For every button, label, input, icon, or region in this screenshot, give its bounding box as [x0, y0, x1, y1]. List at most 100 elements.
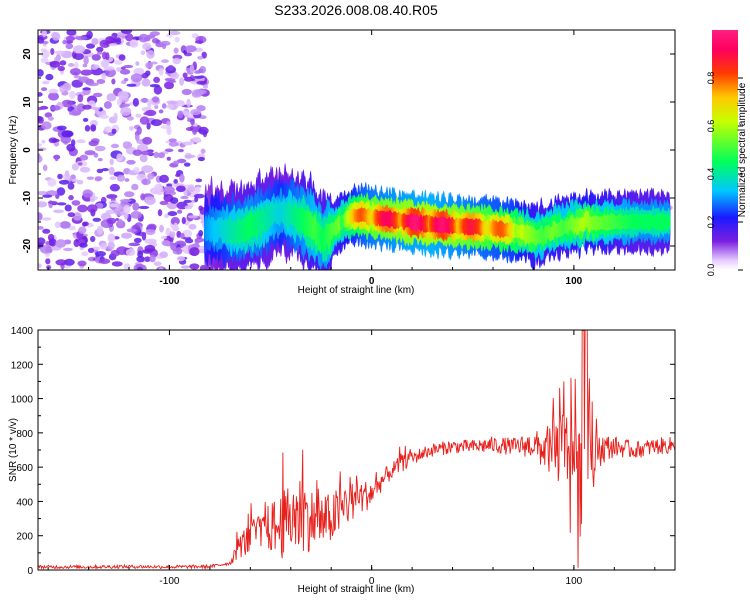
snr-ylabel: SNR (10 * v/v) [8, 418, 19, 482]
noise-speckle [116, 67, 121, 72]
noise-speckle [150, 119, 163, 127]
noise-speckle [120, 232, 133, 239]
noise-speckle [56, 202, 67, 206]
noise-speckle [107, 233, 116, 243]
noise-speckle [38, 155, 43, 163]
noise-speckle [99, 39, 111, 48]
colorbar-tick-label: 0.6 [706, 120, 716, 133]
noise-speckle [153, 261, 162, 267]
noise-speckle [102, 51, 107, 60]
noise-speckle [193, 75, 205, 79]
noise-speckle [109, 176, 117, 181]
noise-speckle [198, 230, 204, 237]
noise-speckle [86, 176, 95, 180]
noise-speckle [132, 149, 143, 156]
noise-speckle [135, 61, 140, 66]
noise-speckle [129, 125, 134, 131]
noise-speckle [61, 99, 73, 108]
noise-speckle [167, 80, 177, 83]
noise-speckle [117, 218, 124, 226]
noise-speckle [132, 202, 140, 211]
noise-speckle [170, 217, 180, 226]
noise-speckle [41, 30, 47, 37]
x-tick-label: 100 [566, 576, 583, 587]
noise-speckle [107, 241, 115, 250]
noise-speckle [180, 265, 191, 269]
colorbar-tick-label: 0.8 [706, 72, 716, 85]
noise-speckle [123, 77, 129, 82]
y-tick-label: -10 [22, 190, 33, 205]
x-tick-label: 100 [566, 276, 583, 287]
noise-speckle [158, 68, 164, 76]
noise-speckle [144, 244, 156, 252]
noise-speckle [135, 113, 142, 118]
noise-speckle [123, 204, 131, 214]
noise-speckle [136, 126, 142, 135]
noise-speckle [96, 51, 103, 55]
colorbar-label: Normalized spectral amplitude [737, 82, 748, 217]
colorbar: 0.0 0.2 0.4 0.6 0.8 Normalized spectral ampl… [706, 30, 748, 276]
noise-speckle [201, 51, 207, 59]
noise-speckle [160, 235, 167, 240]
noise-speckle [82, 87, 91, 91]
noise-speckle [198, 126, 209, 135]
noise-speckle [91, 107, 101, 111]
snr-series-line [38, 330, 675, 570]
noise-speckle [40, 244, 52, 254]
noise-speckle [177, 148, 184, 153]
noise-speckle [180, 195, 189, 200]
noise-speckle [83, 69, 94, 74]
noise-speckle [66, 30, 77, 36]
noise-speckle [158, 267, 164, 270]
noise-speckle [90, 236, 96, 242]
noise-speckle [138, 205, 150, 210]
noise-speckle [170, 72, 180, 80]
noise-speckle [139, 116, 150, 125]
noise-speckle [137, 250, 144, 258]
spectrogram-data [38, 30, 673, 270]
noise-speckle [55, 239, 67, 248]
noise-speckle [197, 56, 204, 60]
noise-speckle [145, 62, 154, 69]
noise-speckle [144, 196, 156, 206]
noise-speckle [68, 195, 74, 201]
noise-speckle [90, 65, 99, 70]
noise-speckle [166, 120, 171, 127]
noise-speckle [141, 78, 151, 87]
noise-speckle [38, 226, 44, 230]
noise-speckle [152, 96, 160, 103]
noise-speckle [108, 43, 118, 47]
noise-speckle [161, 103, 167, 109]
colorbar-tick-label: 0.4 [706, 168, 716, 181]
noise-speckle [51, 32, 61, 41]
y-tick-label: 10 [22, 96, 33, 108]
noise-speckle [87, 247, 95, 253]
noise-speckle [164, 213, 169, 219]
noise-speckle [91, 54, 102, 61]
noise-speckle [164, 81, 174, 90]
noise-speckle [133, 167, 140, 173]
noise-speckle [190, 119, 195, 126]
noise-speckle [177, 158, 187, 164]
noise-speckle [166, 33, 173, 38]
noise-speckle [84, 125, 91, 132]
noise-speckle [140, 50, 146, 55]
noise-speckle [179, 173, 185, 183]
noise-speckle [169, 231, 176, 238]
noise-speckle [65, 43, 74, 50]
noise-speckle [193, 193, 205, 199]
noise-speckle [40, 48, 47, 52]
colorbar-ticks: 0.0 0.2 0.4 0.6 0.8 [706, 72, 743, 276]
noise-speckle [38, 116, 44, 124]
noise-speckle [197, 156, 205, 162]
y-tick-label: 0 [22, 147, 33, 153]
colorbar-scale [712, 30, 738, 270]
noise-speckle [173, 160, 180, 166]
noise-speckle [194, 70, 201, 74]
x-tick-label: 0 [369, 276, 375, 287]
y-tick-label: 600 [16, 463, 33, 474]
noise-speckle [183, 162, 191, 167]
